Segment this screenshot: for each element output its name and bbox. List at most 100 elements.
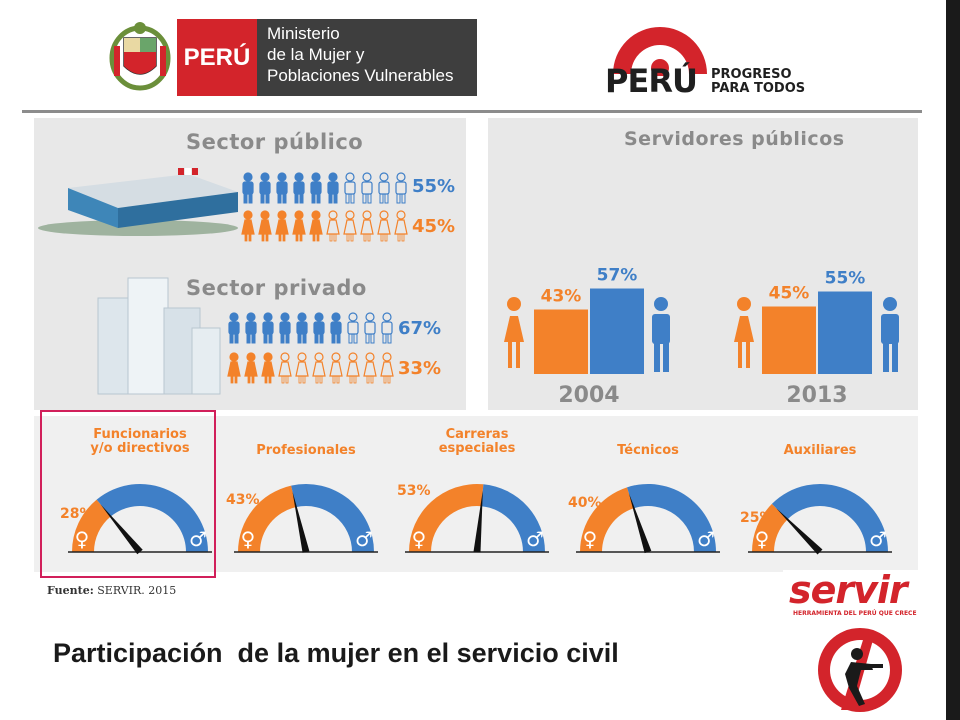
public-men-pct: 55% — [412, 176, 456, 197]
gauge-dial: ♀ ♂ — [405, 484, 549, 553]
bar-2013-women — [762, 306, 816, 374]
private-woman-icon-8 — [346, 352, 360, 384]
source-label: Fuente: — [47, 584, 94, 597]
gauge-title-line-1: Técnicos — [617, 443, 679, 458]
private-man-icon-1 — [228, 312, 240, 344]
slide-title: Participación de la mujer en el servicio… — [53, 638, 619, 668]
gauge-pct: 25% — [740, 509, 774, 526]
servants-bar-chart: 43% 57% 2004 45% 55% 2013 — [504, 266, 899, 408]
private-woman-icon-7 — [329, 352, 343, 384]
gauge-pct: 40% — [568, 494, 602, 511]
gauge-4: Técnicos ♀ ♂ 40% — [568, 418, 728, 558]
gauge-men-arc — [481, 484, 545, 552]
sectors-panel: Sector público 55% 45% Sector privado 67… — [34, 118, 466, 410]
male-symbol-icon: ♂ — [355, 527, 373, 551]
private-woman-icon-9 — [363, 352, 377, 384]
highlight-box — [40, 410, 216, 578]
gauge-title: Profesionales — [226, 444, 386, 458]
male-symbol-icon: ♂ — [869, 527, 887, 551]
bar-label-2004-men: 57% — [597, 266, 638, 286]
peru-arc-icon — [613, 27, 707, 76]
peru-progreso-logo: PERÚ PROGRESO PARA TODOS — [605, 18, 825, 100]
gauge-pct: 28% — [60, 506, 94, 523]
gauge-pct: 43% — [226, 491, 260, 508]
ministry-name-block: Ministerio de la Mujer y Poblaciones Vul… — [257, 19, 477, 96]
gauge-title-line-1: Carreras — [445, 427, 509, 442]
public-man-icon-5 — [310, 172, 322, 204]
private-woman-icon-3 — [261, 352, 275, 384]
private-woman-icon-4 — [278, 352, 292, 384]
public-women-pct: 45% — [412, 216, 456, 237]
bar-label-2013-men: 55% — [825, 269, 866, 289]
gauge-men-arc — [771, 484, 888, 552]
bar-2004-women — [534, 309, 588, 374]
public-woman-icon-6 — [326, 210, 340, 242]
private-man-icon-2 — [245, 312, 257, 344]
gauge-1: Funcionarios y/o directivos ♀ ♂ 28% — [60, 418, 220, 558]
public-man-icon-1 — [242, 172, 254, 204]
private-women-icons — [227, 352, 394, 384]
private-men-pct: 67% — [398, 318, 442, 339]
gauge-women-arc — [752, 503, 788, 552]
gauge-needle — [473, 490, 483, 553]
public-woman-icon-8 — [360, 210, 374, 242]
bar-2004-men — [590, 288, 644, 374]
servir-brand: servir — [789, 568, 908, 612]
servants-panel: Servidores públicos 43% 57% 2004 45% 55% 2013 — [488, 118, 918, 410]
campaign-tagline-line-1: PROGRESO — [711, 67, 792, 82]
ministry-name-line-1: Ministerio — [267, 24, 340, 43]
female-symbol-icon: ♀ — [75, 527, 90, 551]
private-man-icon-3 — [262, 312, 274, 344]
gauge-title: Técnicos — [568, 444, 728, 458]
campaign-tagline: PROGRESO PARA TODOS — [711, 68, 805, 96]
woman-figure-2013 — [734, 297, 754, 368]
gauge-5: Auxiliares ♀ ♂ 25% — [740, 418, 900, 558]
campaign-brand-text: PERÚ — [605, 62, 698, 100]
gauge-title-line-1: Profesionales — [256, 443, 356, 458]
gauge-pct: 53% — [397, 483, 431, 500]
private-man-icon-6 — [313, 312, 325, 344]
private-woman-icon-2 — [244, 352, 258, 384]
servir-logo: servir HERRAMIENTA DEL PERÚ QUE CRECE — [783, 568, 943, 715]
gauge-men-arc — [291, 484, 374, 552]
gauge-women-arc — [409, 484, 484, 552]
male-symbol-icon: ♂ — [189, 527, 207, 551]
public-woman-icon-3 — [275, 210, 289, 242]
header-divider — [22, 110, 922, 113]
servants-title: Servidores públicos — [624, 128, 845, 150]
servir-tagline: HERRAMIENTA DEL PERÚ QUE CRECE — [793, 610, 917, 617]
gauge-title-line-1: Funcionarios — [93, 427, 187, 442]
peru-coat-of-arms — [108, 16, 172, 96]
gauge-2: Profesionales ♀ ♂ 43% — [226, 418, 386, 558]
gauge-title-line-2: especiales — [438, 441, 516, 456]
female-symbol-icon: ♀ — [241, 527, 256, 551]
gauge-title-line-1: Auxiliares — [783, 443, 857, 458]
private-woman-icon-6 — [312, 352, 326, 384]
gauge-title-line-2: y/o directivos — [90, 441, 190, 456]
private-man-icon-9 — [364, 312, 376, 344]
gauge-women-arc — [238, 485, 296, 552]
gauge-men-arc — [626, 484, 716, 552]
source-note: Fuente: SERVIR. 2015 — [47, 584, 176, 597]
private-woman-icon-10 — [380, 352, 394, 384]
male-symbol-icon: ♂ — [697, 527, 715, 551]
peru-red-badge: PERÚ — [177, 19, 257, 96]
public-men-icons — [242, 172, 407, 204]
private-man-icon-7 — [330, 312, 342, 344]
private-sector-title: Sector privado — [186, 276, 367, 300]
right-edge-bar — [946, 0, 960, 720]
public-sector-title: Sector público — [186, 130, 364, 154]
gauge-needle — [100, 504, 143, 555]
public-woman-icon-1 — [241, 210, 255, 242]
female-symbol-icon: ♀ — [755, 527, 770, 551]
year-label-2004: 2004 — [558, 383, 619, 408]
private-woman-icon-5 — [295, 352, 309, 384]
public-women-icons — [241, 210, 408, 242]
bar-label-2004-women: 43% — [541, 287, 582, 307]
source-text: SERVIR. 2015 — [97, 584, 177, 597]
gauge-title: Funcionarios y/o directivos — [60, 428, 220, 456]
private-woman-icon-1 — [227, 352, 241, 384]
private-women-pct: 33% — [398, 358, 442, 379]
man-figure-2004 — [652, 297, 670, 372]
public-man-icon-6 — [327, 172, 339, 204]
